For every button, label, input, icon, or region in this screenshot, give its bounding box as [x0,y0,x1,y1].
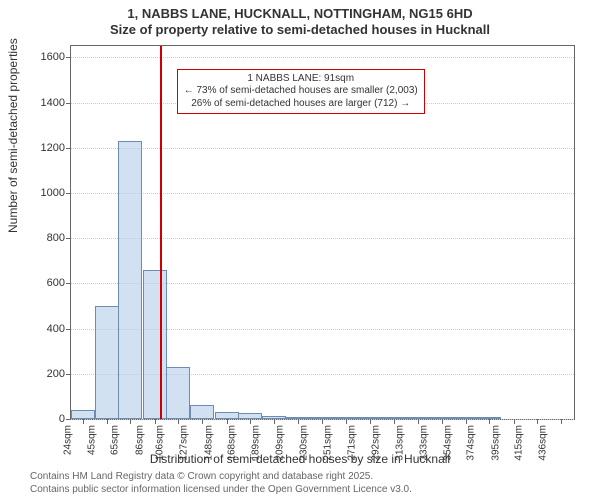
x-tick-label: 45sqm [86,425,97,455]
x-tick-mark [466,419,467,424]
x-tick-mark [394,419,395,424]
y-tick-label: 1200 [41,142,65,154]
x-tick-mark [537,419,538,424]
y-tick-label: 1400 [41,97,65,109]
histogram-bar [143,270,167,419]
annotation-box: 1 NABBS LANE: 91sqm← 73% of semi-detache… [177,69,425,115]
y-tick-mark [66,283,71,284]
x-tick-mark [178,419,179,424]
x-tick-mark [202,419,203,424]
y-tick-mark [66,148,71,149]
y-tick-label: 800 [47,232,65,244]
marker-line [160,46,162,419]
title-line-1: 1, NABBS LANE, HUCKNALL, NOTTINGHAM, NG1… [0,6,600,22]
x-tick-mark [83,419,84,424]
x-tick-mark [370,419,371,424]
y-tick-label: 0 [59,413,65,425]
x-tick-mark [322,419,323,424]
x-axis-label: Distribution of semi-detached houses by … [0,452,600,466]
gridline [71,57,574,58]
y-tick-label: 600 [47,277,65,289]
annotation-line: ← 73% of semi-detached houses are smalle… [184,85,418,98]
histogram-bar [190,405,214,419]
x-tick-mark [298,419,299,424]
y-tick-mark [66,329,71,330]
y-tick-mark [66,103,71,104]
x-tick-mark [107,419,108,424]
y-tick-mark [66,238,71,239]
x-tick-mark [346,419,347,424]
y-tick-mark [66,57,71,58]
footer-attribution: Contains HM Land Registry data © Crown c… [30,471,412,496]
x-tick-mark [227,419,228,424]
plot-area: 0200400600800100012001400160024sqm45sqm6… [70,45,575,420]
x-tick-mark [489,419,490,424]
chart-root: { "title_line1": "1, NABBS LANE, HUCKNAL… [0,0,600,500]
x-tick-mark [130,419,131,424]
x-tick-mark [250,419,251,424]
annotation-line: 1 NABBS LANE: 91sqm [184,73,418,86]
x-tick-label: 24sqm [62,425,73,455]
x-tick-label: 86sqm [134,425,145,455]
y-tick-mark [66,374,71,375]
gridline [71,193,574,194]
chart-title: 1, NABBS LANE, HUCKNALL, NOTTINGHAM, NG1… [0,6,600,37]
histogram-bar [71,410,95,419]
x-tick-mark [561,419,562,424]
y-axis-label: Number of semi-detached properties [6,38,20,233]
histogram-bar [215,412,239,419]
x-tick-label: 65sqm [110,425,121,455]
histogram-bar [166,367,190,419]
gridline [71,148,574,149]
title-line-2: Size of property relative to semi-detach… [0,22,600,38]
x-tick-mark [274,419,275,424]
x-tick-mark [418,419,419,424]
annotation-line: 26% of semi-detached houses are larger (… [184,98,418,111]
x-tick-mark [514,419,515,424]
x-tick-mark [442,419,443,424]
gridline [71,238,574,239]
y-tick-mark [66,193,71,194]
footer-line-2: Contains public sector information licen… [30,484,412,497]
y-tick-label: 1600 [41,51,65,63]
footer-line-1: Contains HM Land Registry data © Crown c… [30,471,412,484]
y-tick-mark [66,419,71,420]
x-tick-mark [155,419,156,424]
histogram-bar [118,141,142,419]
histogram-bar [95,306,119,419]
y-tick-label: 200 [47,368,65,380]
y-tick-label: 400 [47,323,65,335]
y-tick-label: 1000 [41,187,65,199]
